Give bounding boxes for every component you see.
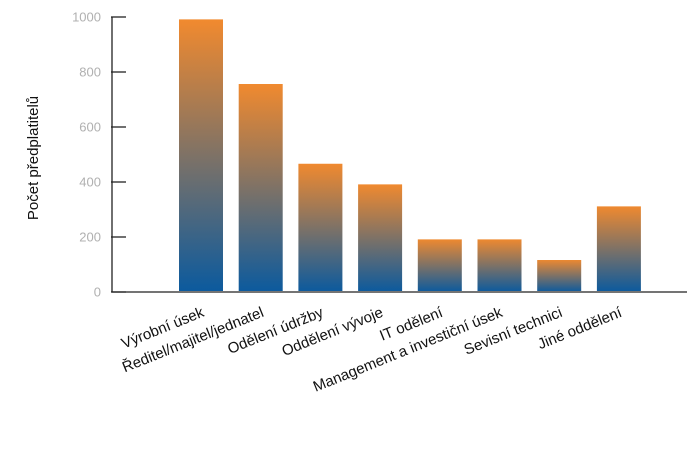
bars [177,17,643,293]
y-tick-label: 800 [79,65,101,80]
y-tick-label: 200 [79,230,101,245]
bar [296,161,345,293]
bar [236,82,285,293]
bar [177,17,225,293]
y-tick-label: 0 [94,285,101,300]
y-axis-title: Počet předplatitelů [25,96,42,220]
y-tick-label: 400 [79,175,101,190]
bar [475,237,524,293]
y-tick-label: 600 [79,120,101,135]
bar [594,204,643,293]
x-axis-labels: Výrobní úsekŘeditel/majitel/jednatelOděl… [119,304,625,396]
bar [415,237,464,293]
y-tick-label: 1000 [72,10,101,25]
bar [356,182,405,293]
bar [535,258,584,293]
y-axis: 0 200 400 600 800 1000 [72,10,126,300]
